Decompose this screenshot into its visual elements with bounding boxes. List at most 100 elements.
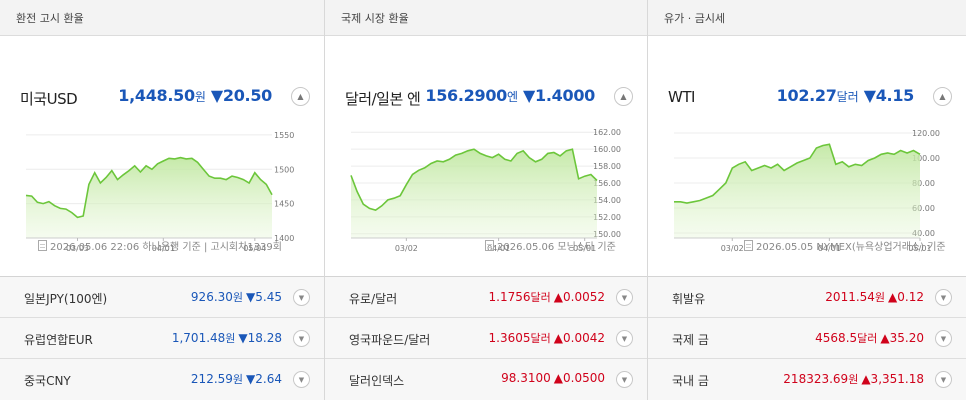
item-unit: 원 [232, 291, 244, 304]
quote-values: 156.2900엔 ▼1.4000 [425, 86, 595, 105]
source-text: 2026.05.06 모닝스타 기준 [497, 242, 616, 253]
x-tick-label: 03/02 [721, 244, 744, 253]
list-item[interactable]: 유로/달러 1.1756달러 ▲0.0052 ▼ [325, 277, 647, 318]
x-tick-label: 05/01 [573, 244, 596, 253]
y-tick-label: 1500 [274, 165, 294, 174]
item-name[interactable]: 국제 금 [672, 333, 709, 347]
chevron-down-icon[interactable]: ▼ [616, 371, 633, 388]
item-change: ▲0.0052 [553, 290, 605, 304]
price-chart: 1400 1450 1500 1550 03/03 04/01 05/04 [25, 131, 294, 253]
source-note: 2026.05.05 NYMEX(뉴욕상업거래소) 기준 [744, 238, 946, 253]
item-values: 926.30원 ▼5.45 [191, 289, 282, 305]
chevron-up-icon[interactable]: ▲ [933, 87, 952, 106]
item-values: 4568.5달러 ▲35.20 [815, 330, 924, 346]
item-name[interactable]: 유럽연합EUR [24, 333, 93, 347]
panel-oil-gold: 유가 · 금시세 WTI 102.27달러 ▼4.15 ▲ 40.00 60.00 8… [648, 0, 966, 400]
item-name[interactable]: 유로/달러 [349, 292, 398, 306]
list-item[interactable]: 국제 금 4568.5달러 ▲35.20 ▼ [648, 318, 966, 359]
list-item[interactable]: 유럽연합EUR 1,701.48원 ▼18.28 ▼ [0, 318, 324, 359]
list-item[interactable]: 일본JPY(100엔) 926.30원 ▼5.45 ▼ [0, 277, 324, 318]
item-price: 1.3605 [488, 331, 531, 345]
chevron-up-icon[interactable]: ▲ [291, 87, 310, 106]
list-item[interactable]: 달러인덱스 98.3100 ▲0.0500 ▼ [325, 359, 647, 400]
list-item[interactable]: 휘발유 2011.54원 ▲0.12 ▼ [648, 277, 966, 318]
x-tick-label: 05/04 [243, 244, 266, 253]
item-name[interactable]: 영국파운드/달러 [349, 333, 431, 347]
price-chart: 150.00 152.00 154.00 156.00 158.00 160.00 162.… [350, 128, 621, 253]
item-unit: 원 [225, 332, 236, 345]
item-name[interactable]: 일본JPY(100엔) [24, 292, 108, 306]
series-line [350, 148, 598, 211]
panel-exchange-notice: 환전 고시 환율 미국USD 1,448.50원 ▼20.50 ▲ 1400 145… [0, 0, 325, 400]
item-values: 98.3100 ▲0.0500 [501, 371, 605, 385]
item-unit: 달러 [530, 332, 551, 345]
quote-list: 일본JPY(100엔) 926.30원 ▼5.45 ▼ 유럽연합EUR 1,701… [0, 276, 324, 400]
chevron-down-icon[interactable]: ▼ [293, 330, 310, 347]
price-chart: 40.00 60.00 80.00 100.00 120.00 03/02 04/01 05/… [674, 129, 940, 253]
item-name[interactable]: 달러인덱스 [349, 374, 405, 388]
chevron-down-icon[interactable]: ▼ [935, 371, 952, 388]
y-tick-label: 156.00 [593, 179, 621, 188]
x-tick-label: 03/02 [395, 244, 418, 253]
chevron-down-icon[interactable]: ▼ [293, 371, 310, 388]
item-change: ▲0.0500 [553, 371, 605, 385]
quote-values: 1,448.50원 ▼20.50 [118, 86, 272, 105]
area-fill [674, 144, 920, 238]
chevron-down-icon[interactable]: ▼ [935, 330, 952, 347]
item-values: 218323.69원 ▲3,351.18 [783, 371, 924, 387]
series-line [25, 156, 273, 219]
panel-header: 국제 시장 환율 [325, 0, 647, 36]
chevron-down-icon[interactable]: ▼ [935, 289, 952, 306]
quote-name[interactable]: 달러/일본 엔 [345, 90, 421, 108]
item-values: 1,701.48원 ▼18.28 [172, 330, 282, 346]
item-change: ▲35.20 [880, 331, 924, 345]
list-item[interactable]: 중국CNY 212.59원 ▼2.64 ▼ [0, 359, 324, 400]
quote-name[interactable]: 미국USD [20, 90, 78, 108]
y-tick-label: 1400 [274, 234, 294, 243]
document-icon [744, 240, 753, 251]
item-price: 218323.69 [783, 372, 849, 386]
item-name[interactable]: 휘발유 [672, 292, 706, 306]
item-change: ▲0.0042 [553, 331, 605, 345]
x-tick-label: 04/01 [818, 244, 841, 253]
list-item[interactable]: 국내 금 218323.69원 ▲3,351.18 ▼ [648, 359, 966, 400]
item-price: 1.1756 [488, 290, 531, 304]
item-name[interactable]: 국내 금 [672, 374, 709, 388]
item-name[interactable]: 중국CNY [24, 374, 71, 388]
source-text: 2026.05.06 22:06 하나은행 기준 | 고시회차1339회 [50, 242, 282, 253]
panel-header: 유가 · 금시세 [648, 0, 966, 36]
item-values: 2011.54원 ▲0.12 [825, 289, 924, 305]
item-values: 1.3605달러 ▲0.0042 [489, 330, 605, 346]
x-tick-label: 03/03 [66, 244, 89, 253]
chevron-up-icon[interactable]: ▲ [614, 87, 633, 106]
source-text: 2026.05.05 NYMEX(뉴욕상업거래소) 기준 [756, 242, 946, 253]
x-tick-label: 04/01 [152, 244, 175, 253]
series-line [674, 143, 921, 204]
y-tick-label: 158.00 [593, 162, 621, 171]
chevron-down-icon[interactable]: ▼ [293, 289, 310, 306]
x-tick-label: 05/01 [908, 244, 931, 253]
y-tick-label: 160.00 [593, 145, 621, 154]
source-note: 2026.05.06 모닝스타 기준 [485, 238, 616, 253]
y-tick-label: 152.00 [593, 213, 621, 222]
quote-unit: 달러 [836, 90, 859, 104]
y-tick-label: 162.00 [593, 128, 621, 137]
area-fill [351, 149, 597, 238]
quote-price: 102.27 [776, 86, 837, 105]
quote-change: ▼4.15 [863, 86, 915, 105]
list-item[interactable]: 영국파운드/달러 1.3605달러 ▲0.0042 ▼ [325, 318, 647, 359]
y-tick-label: 80.00 [912, 179, 935, 188]
quote-change: ▼1.4000 [523, 86, 595, 105]
chevron-down-icon[interactable]: ▼ [616, 289, 633, 306]
x-tick-label: 04/01 [487, 244, 510, 253]
item-change: ▼2.64 [246, 372, 282, 386]
y-tick-label: 100.00 [912, 154, 940, 163]
item-price: 1,701.48 [171, 331, 226, 345]
quote-name[interactable]: WTI [668, 88, 695, 106]
source-note: 2026.05.06 22:06 하나은행 기준 | 고시회차1339회 [38, 238, 282, 253]
chevron-down-icon[interactable]: ▼ [616, 330, 633, 347]
item-price: 98.3100 [501, 371, 551, 385]
item-unit: 달러 [530, 291, 551, 304]
quote-change: ▼20.50 [210, 86, 272, 105]
main-quote: WTI 102.27달러 ▼4.15 ▲ 40.00 60.00 80.00 100.0… [648, 36, 966, 276]
